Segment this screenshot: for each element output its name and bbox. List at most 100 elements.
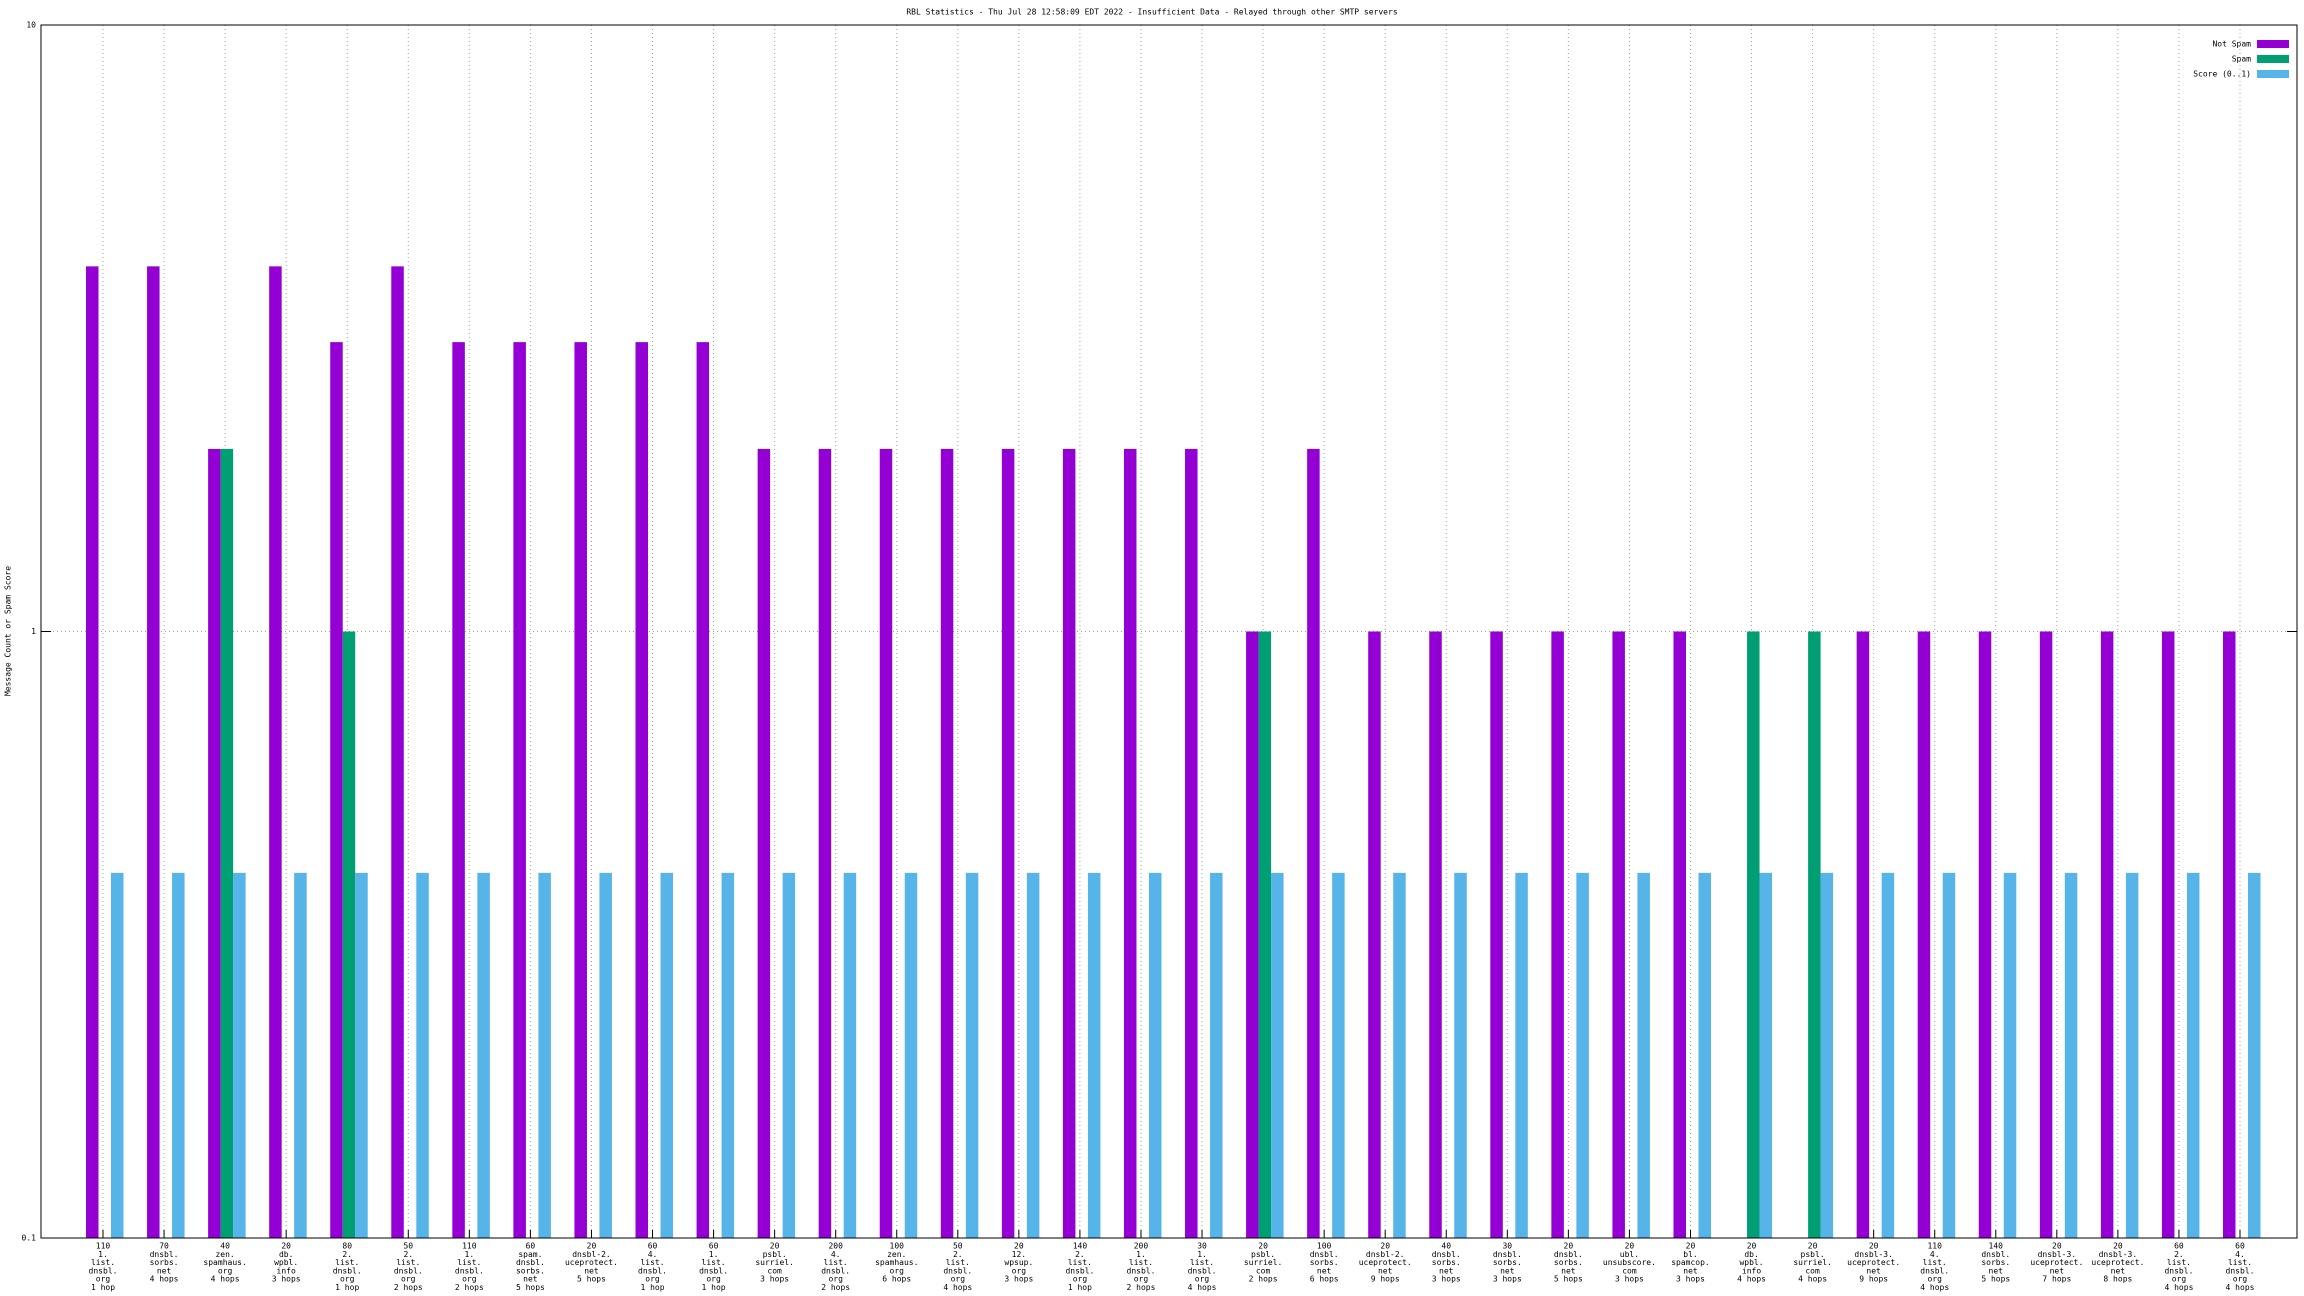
- x-tick-label: list.: [396, 1258, 420, 1267]
- bar: [1637, 872, 1650, 1238]
- x-tick-label: 80: [342, 1242, 352, 1251]
- x-tick-label: dnsbl-2.: [572, 1250, 611, 1259]
- x-tick-label: info: [277, 1266, 296, 1275]
- x-tick-label: com: [1805, 1266, 1820, 1275]
- x-tick-label: list.: [335, 1258, 359, 1267]
- x-tick-label: 2 hops: [1127, 1283, 1156, 1292]
- x-tick-label: 1 hop: [640, 1283, 664, 1292]
- x-tick-label: db.: [1744, 1250, 1758, 1259]
- x-tick-label: org: [890, 1266, 905, 1275]
- x-tick-label: sorbs.: [1493, 1258, 1522, 1267]
- x-tick-label: 3 hops: [1676, 1275, 1705, 1284]
- bar: [1576, 872, 1589, 1238]
- bar: [635, 342, 649, 1238]
- legend-label: Score (0..1): [2193, 70, 2251, 79]
- x-tick-label: sorbs.: [1981, 1258, 2010, 1267]
- bar: [147, 266, 160, 1239]
- bar: [1185, 448, 1198, 1238]
- x-tick-label: org: [340, 1275, 355, 1284]
- x-tick-label: 20: [1625, 1242, 1635, 1251]
- x-tick-label: wpbl.: [1739, 1258, 1763, 1267]
- x-tick-label: 3 hops: [1493, 1275, 1522, 1284]
- legend-label: Not Spam: [2212, 40, 2251, 49]
- x-tick-label: bl.: [1683, 1250, 1697, 1259]
- bar: [721, 872, 735, 1238]
- x-tick-label: org: [1195, 1275, 1210, 1284]
- x-tick-label: list.: [640, 1258, 664, 1267]
- x-tick-label: org: [951, 1275, 966, 1284]
- x-tick-label: 20: [1747, 1242, 1757, 1251]
- x-tick-label: 2 hops: [821, 1283, 850, 1292]
- legend-swatch: [2257, 70, 2289, 78]
- x-tick-label: surriel.: [755, 1258, 794, 1267]
- bar: [1942, 872, 1956, 1238]
- y-tick-label: 0.1: [22, 1234, 37, 1243]
- legend-swatch: [2257, 40, 2289, 48]
- bar: [818, 448, 832, 1238]
- x-tick-label: dnsbl.: [150, 1250, 179, 1259]
- bar: [1307, 448, 1320, 1238]
- x-tick-label: psbl.: [763, 1250, 787, 1259]
- x-tick-label: com: [767, 1266, 782, 1275]
- bar: [782, 872, 796, 1238]
- x-tick-label: 140: [1989, 1242, 2004, 1251]
- bar: [904, 872, 918, 1238]
- x-tick-label: org: [828, 1275, 843, 1284]
- bar: [342, 631, 356, 1238]
- x-tick-label: dnsbl.: [1127, 1266, 1156, 1275]
- x-tick-label: 20: [1869, 1242, 1879, 1251]
- x-tick-label: 6 hops: [882, 1275, 911, 1284]
- x-tick-label: 20: [2113, 1242, 2123, 1251]
- x-tick-label: zen.: [887, 1250, 906, 1259]
- bar: [538, 872, 551, 1238]
- x-tick-label: 4 hops: [943, 1283, 972, 1292]
- x-tick-label: 20: [1380, 1242, 1390, 1251]
- x-tick-label: list.: [1068, 1258, 1092, 1267]
- bar: [111, 872, 124, 1238]
- bar: [1698, 872, 1711, 1238]
- x-tick-label: org: [1073, 1275, 1088, 1284]
- x-tick-label: psbl.: [1801, 1250, 1825, 1259]
- x-tick-label: list.: [91, 1258, 115, 1267]
- x-tick-label: 20: [1808, 1242, 1818, 1251]
- bar: [879, 448, 893, 1238]
- x-tick-label: 100: [890, 1242, 905, 1251]
- bar: [2064, 872, 2078, 1238]
- x-tick-label: 4.: [648, 1250, 658, 1259]
- x-tick-label: 20: [2052, 1242, 2062, 1251]
- bar: [2161, 631, 2175, 1238]
- x-tick-label: list.: [2167, 1258, 2191, 1267]
- x-tick-label: net: [1561, 1266, 1576, 1275]
- x-tick-label: org: [1012, 1266, 1027, 1275]
- x-tick-label: 1.: [465, 1250, 475, 1259]
- bar: [477, 872, 490, 1238]
- x-tick-label: org: [218, 1266, 233, 1275]
- x-tick-label: 9 hops: [1859, 1275, 1888, 1284]
- x-tick-label: 4 hops: [150, 1275, 179, 1284]
- x-tick-label: net: [1317, 1266, 1332, 1275]
- chart-title: RBL Statistics - Thu Jul 28 12:58:09 EDT…: [906, 8, 1397, 17]
- x-tick-label: psbl.: [1251, 1250, 1275, 1259]
- bar: [1820, 872, 1834, 1238]
- x-tick-label: 20: [1258, 1242, 1268, 1251]
- x-tick-label: 110: [96, 1242, 111, 1251]
- x-tick-label: dnsbl.: [394, 1266, 423, 1275]
- x-tick-label: com: [1256, 1266, 1271, 1275]
- x-tick-label: 1.: [709, 1250, 719, 1259]
- bar: [1759, 872, 1773, 1238]
- x-tick-label: sorbs.: [150, 1258, 179, 1267]
- x-tick-label: 60: [526, 1242, 536, 1251]
- bar: [1210, 872, 1223, 1238]
- x-tick-label: org: [1927, 1275, 1942, 1284]
- x-tick-label: wpsup.: [1004, 1258, 1033, 1267]
- x-tick-label: 3 hops: [760, 1275, 789, 1284]
- x-tick-label: org: [462, 1275, 477, 1284]
- bar: [574, 342, 587, 1238]
- bar: [86, 266, 99, 1239]
- legend-label: Spam: [2232, 55, 2251, 64]
- x-tick-label: 2.: [1075, 1250, 1085, 1259]
- x-tick-label: dnsbl.: [638, 1266, 667, 1275]
- x-tick-label: 2 hops: [394, 1283, 423, 1292]
- x-tick-label: 3 hops: [272, 1275, 301, 1284]
